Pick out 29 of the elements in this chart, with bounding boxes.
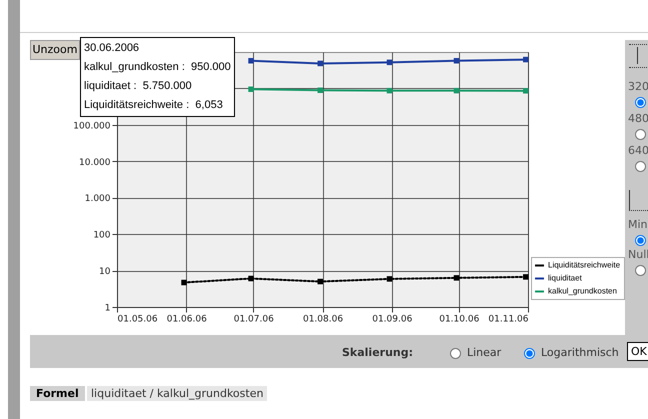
x-tick-label: 01.06.06 xyxy=(166,314,208,324)
text: Null xyxy=(628,248,648,261)
x-tick-label: 01.05.06 xyxy=(118,314,158,324)
x-tick-label: 01.08.06 xyxy=(302,314,344,324)
x-tick-label: 01.09.06 xyxy=(372,314,413,324)
y-tick-label: 100.000 xyxy=(73,121,111,132)
annotation: 30.06.2006 kalkul_grundkosten : 950.000 liquiditaet : 5.750.000 Liquiditätsreichweite : 6,053 xyxy=(80,37,235,117)
text: Skalierung: xyxy=(342,346,414,359)
y-tick-label: 10.000 xyxy=(79,158,111,168)
text: Formel xyxy=(30,386,85,401)
legend-label: kalkul_grundkosten xyxy=(548,286,617,296)
text: 320 xyxy=(628,80,648,93)
text: 480 xyxy=(628,112,648,125)
text: 640 xyxy=(628,144,648,157)
y-tick-label: 100 xyxy=(93,230,111,241)
text: Linear xyxy=(467,346,502,359)
text: liquiditaet / kalkul_grundkosten xyxy=(87,386,268,401)
text: Logarithmisch xyxy=(541,346,619,359)
text: OK xyxy=(627,342,648,361)
legend-label: Liquiditätsreichweite xyxy=(548,260,621,270)
y-tick-label: 1.000 xyxy=(84,194,111,204)
legend-label: liquiditaet xyxy=(548,274,583,282)
text: Min xyxy=(628,218,648,231)
x-tick-label: 01.07.06 xyxy=(234,314,274,324)
x-tick-label: 01.11.06 xyxy=(488,314,529,324)
text: Unzoom xyxy=(30,40,80,60)
y-tick-label: 10 xyxy=(99,267,111,278)
y-tick-label: 1 xyxy=(104,304,110,314)
x-tick-label: 01.10.06 xyxy=(439,314,480,324)
